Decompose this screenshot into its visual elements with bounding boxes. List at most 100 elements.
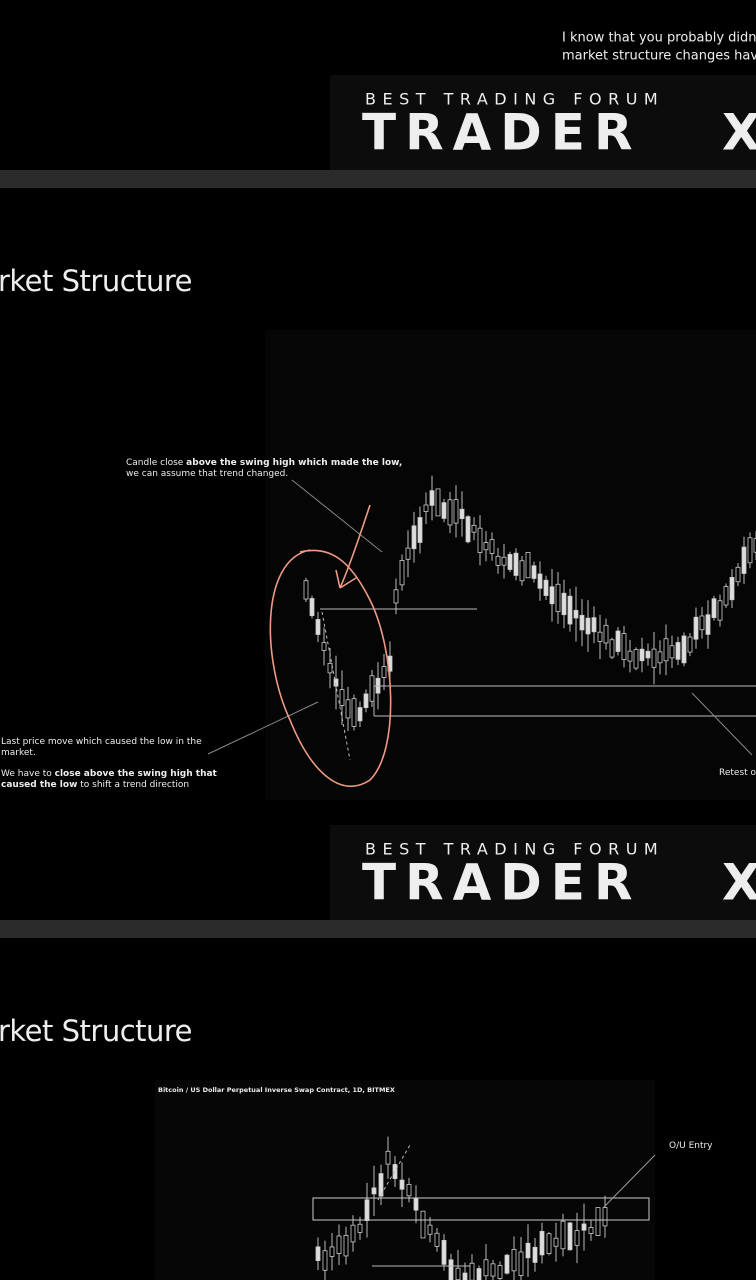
candle-body <box>602 1207 608 1227</box>
candle-body <box>543 579 549 596</box>
annotation-line: Candle close above the swing high which … <box>126 458 402 468</box>
candle-body <box>687 636 693 653</box>
hand-arrow <box>335 504 371 589</box>
chart-drawings <box>207 479 756 1267</box>
annotation-line: O/U Entry <box>669 1141 713 1151</box>
candle-body <box>406 1184 412 1197</box>
candle-body <box>532 1246 538 1263</box>
candle-body <box>657 651 663 664</box>
candle-body <box>413 1198 419 1211</box>
candle-body <box>537 573 543 589</box>
candle-body <box>465 516 471 543</box>
annotation-run: Candle close <box>126 458 186 468</box>
logo-wordmark: TRADER <box>362 854 641 912</box>
candle-body <box>546 1233 552 1254</box>
logo-tagline: BEST TRADING FORUM <box>365 90 664 109</box>
entry-zone <box>312 1197 650 1221</box>
candle-body <box>399 560 405 586</box>
candle-body <box>483 1259 489 1277</box>
annotation-run: caused the low <box>1 780 77 790</box>
logo-panel <box>330 75 756 170</box>
candle-body <box>717 600 723 621</box>
candle-body <box>357 1223 363 1233</box>
logo-mark: X <box>722 104 756 162</box>
candle-body <box>399 1179 405 1190</box>
candle-body <box>363 693 369 709</box>
candle-body <box>525 1242 531 1259</box>
candle-body <box>561 592 567 616</box>
arrow <box>691 692 753 756</box>
candle-body <box>741 546 747 574</box>
candle-body <box>329 1246 335 1257</box>
candle-body <box>333 678 339 687</box>
candle-body <box>729 576 735 601</box>
candle-body <box>621 633 627 660</box>
candle-body <box>511 1249 517 1272</box>
candle-body <box>693 616 699 640</box>
candle-body <box>651 648 657 668</box>
candle-body <box>597 631 603 642</box>
candle-body <box>309 598 315 617</box>
candle-body <box>518 1251 524 1276</box>
candle-body <box>345 699 351 719</box>
logo-wordmark: TRADER <box>362 104 641 162</box>
candle-body <box>504 1254 510 1274</box>
annotation-run: O/U Entry <box>669 1141 713 1151</box>
candle-body <box>627 650 633 662</box>
candle-body <box>303 580 309 600</box>
candle-body <box>591 617 597 633</box>
candle-body <box>585 617 591 635</box>
slide-divider <box>0 920 756 938</box>
candle-body <box>525 551 531 579</box>
candle-body <box>549 586 555 605</box>
candle-body <box>420 1210 426 1239</box>
candle-body <box>675 642 681 660</box>
candle-body <box>429 490 435 506</box>
candle-body <box>343 1234 349 1257</box>
chart-header: Bitcoin / US Dollar Perpetual Inverse Sw… <box>158 1086 395 1094</box>
candle-body <box>711 598 717 619</box>
candle-body <box>423 504 429 512</box>
annotation-line: We have to close above the swing high th… <box>1 769 218 779</box>
candle-body <box>553 1237 559 1247</box>
candle-body <box>483 542 489 551</box>
annotation-line: market. <box>1 748 36 758</box>
candle-body <box>322 1250 328 1271</box>
candle-body <box>497 1265 503 1279</box>
candle-body <box>364 1199 370 1221</box>
candle-body <box>507 553 513 570</box>
arrow <box>602 1154 656 1209</box>
dashed-line <box>377 1144 411 1201</box>
candle-body <box>609 639 615 658</box>
candle-body <box>603 624 609 644</box>
candle-body <box>573 609 579 619</box>
candle-body <box>350 1224 356 1243</box>
candle-body <box>513 552 519 576</box>
candle-body <box>462 1272 468 1280</box>
candle-body <box>392 1164 398 1180</box>
annotation-run: we can assume that trend changed. <box>126 469 288 479</box>
candle-body <box>574 1230 580 1246</box>
candle-body <box>315 619 321 635</box>
slide-divider <box>0 170 756 188</box>
candle-body <box>615 630 621 652</box>
annotation-run: market. <box>1 748 36 758</box>
candle-body <box>447 499 453 526</box>
candle-body <box>588 1227 594 1234</box>
candle-body <box>555 583 561 612</box>
candle-body <box>448 1259 454 1280</box>
candle-body <box>501 556 507 566</box>
candle-body <box>455 1267 461 1280</box>
candle-body <box>645 650 651 659</box>
candle-body <box>633 649 639 669</box>
candle-body <box>339 689 345 706</box>
candle-body <box>351 698 357 727</box>
annotation-line: caused the low to shift a trend directio… <box>1 780 189 790</box>
candle-body <box>435 488 441 517</box>
annotation-line: Last price move which caused the low in … <box>1 737 202 747</box>
candle-body <box>405 547 411 560</box>
logo-tagline: BEST TRADING FORUM <box>365 840 664 859</box>
annotation-run: Last price move which caused the low in … <box>1 737 202 747</box>
candle-body <box>595 1207 601 1236</box>
